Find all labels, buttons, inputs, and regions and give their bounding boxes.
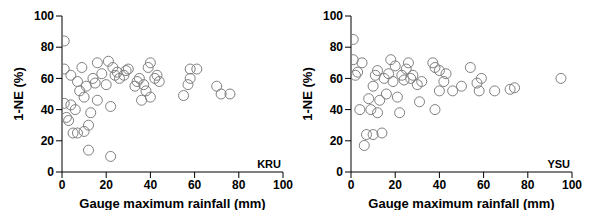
svg-text:Gauge maximum rainfall (mm): Gauge maximum rainfall (mm) [368, 196, 554, 210]
svg-text:0: 0 [348, 178, 355, 192]
svg-text:40: 40 [144, 178, 158, 192]
svg-text:Gauge maximum rainfall (mm): Gauge maximum rainfall (mm) [79, 196, 265, 210]
svg-text:80: 80 [232, 178, 246, 192]
svg-text:0: 0 [59, 178, 66, 192]
svg-text:1-NE (%): 1-NE (%) [11, 67, 26, 120]
svg-text:40: 40 [330, 103, 344, 117]
svg-text:40: 40 [433, 178, 447, 192]
svg-text:100: 100 [34, 9, 54, 23]
svg-text:60: 60 [41, 72, 55, 86]
svg-text:0: 0 [47, 165, 54, 179]
svg-text:60: 60 [330, 72, 344, 86]
svg-text:80: 80 [330, 40, 344, 54]
html-text:YSU: YSU [547, 158, 570, 170]
svg-text:0: 0 [336, 165, 343, 179]
svg-text:20: 20 [389, 178, 403, 192]
svg-text:100: 100 [562, 178, 582, 192]
svg-text:40: 40 [41, 103, 55, 117]
html-text:KRU: KRU [257, 158, 281, 170]
svg-text:60: 60 [477, 178, 491, 192]
svg-text:60: 60 [188, 178, 202, 192]
svg-text:1-NE (%): 1-NE (%) [300, 67, 315, 120]
svg-text:80: 80 [521, 178, 535, 192]
svg-text:100: 100 [273, 178, 293, 192]
svg-text:20: 20 [330, 134, 344, 148]
svg-text:20: 20 [41, 134, 55, 148]
svg-text:100: 100 [323, 9, 343, 23]
svg-text:20: 20 [100, 178, 114, 192]
svg-text:80: 80 [41, 40, 55, 54]
